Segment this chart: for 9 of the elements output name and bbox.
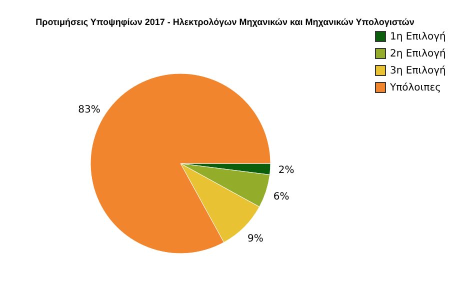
data-label: 6% <box>273 191 290 202</box>
data-label: 9% <box>248 233 264 244</box>
legend-label: 1η Επιλογή <box>390 32 446 42</box>
legend-label: Υπόλοιπες <box>389 82 441 94</box>
legend-label: 2η Επιλογή <box>390 48 446 60</box>
chart-title: Προτιμήσεις Υποψηφίων 2017 - Ηλεκτρολόγων Μηχανικών και Μηχανικών Υπολογιστών <box>36 17 414 27</box>
data-label: 2% <box>278 165 294 176</box>
legend-label: 3η Επιλογή <box>390 66 446 76</box>
data-label: 83% <box>78 104 100 116</box>
